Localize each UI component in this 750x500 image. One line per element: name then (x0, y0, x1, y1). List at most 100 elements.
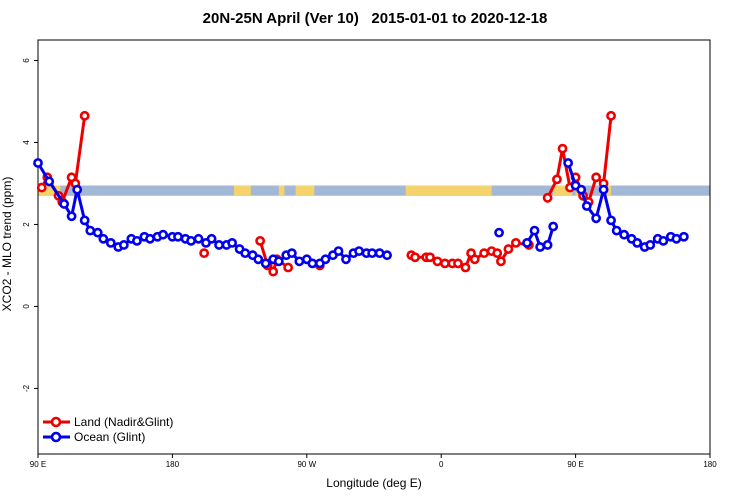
x-tick-label: 180 (703, 460, 717, 469)
data-point (145, 233, 155, 244)
data-point (193, 233, 204, 244)
data-point (105, 238, 116, 248)
series-ocean (33, 158, 689, 269)
data-point (206, 233, 217, 244)
data-point (253, 254, 264, 265)
data-point (591, 213, 602, 224)
data-point (158, 229, 168, 240)
data-point (658, 235, 669, 246)
y-tick-label: 4 (22, 140, 31, 145)
series-layer (33, 110, 689, 277)
plot-frame (37, 39, 711, 455)
data-point (186, 235, 196, 246)
data-point (535, 242, 546, 252)
y-tick-label: 6 (22, 58, 31, 63)
data-point (479, 248, 490, 259)
data-point (132, 235, 142, 246)
data-point (283, 262, 294, 273)
y-tick-label: 0 (22, 304, 31, 309)
data-point (92, 227, 103, 238)
data-point (199, 248, 210, 259)
data-point (85, 225, 96, 236)
data-point (382, 250, 392, 261)
data-point (59, 199, 70, 209)
data-point (552, 174, 562, 185)
data-point (79, 110, 90, 121)
map-band-ocean (38, 185, 710, 196)
y-axis-label: XCO2 - MLO trend (ppm) (0, 176, 14, 312)
map-band-land (278, 185, 285, 196)
data-point (606, 110, 616, 121)
data-point (492, 248, 503, 259)
data-point (33, 158, 43, 168)
data-point (671, 233, 682, 244)
data-point (98, 233, 109, 244)
data-point (273, 256, 284, 267)
data-point (367, 248, 378, 259)
data-point (341, 254, 351, 265)
legend-label: Land (Nadir&Glint) (74, 415, 173, 429)
data-point (410, 252, 420, 263)
data-point (591, 172, 602, 183)
x-axis-label: Longitude (deg E) (326, 476, 422, 490)
data-point (118, 240, 129, 250)
data-point (542, 192, 553, 203)
data-point (240, 248, 251, 259)
data-point (268, 266, 279, 277)
data-point (632, 238, 643, 248)
data-point (645, 240, 656, 250)
data-point (453, 258, 463, 269)
map-band-land (38, 185, 61, 196)
y-tick-label: 2 (22, 222, 31, 227)
data-point (598, 184, 609, 195)
data-point (214, 240, 224, 250)
legend-label: Ocean (Glint) (74, 430, 145, 444)
data-point (678, 231, 689, 242)
x-tick-label: 0 (439, 460, 444, 469)
x-tick-label: 90 W (297, 460, 316, 469)
axis-ticks: 90 E 180 90 W 0 90 E 180 -2 0 2 4 6 (22, 58, 717, 469)
data-point (255, 235, 266, 246)
data-point (432, 256, 443, 267)
map-band-land (295, 185, 315, 196)
legend: Land (Nadir&Glint)Ocean (Glint) (43, 415, 173, 444)
data-point (557, 143, 568, 154)
data-point (286, 248, 297, 259)
y-tick-label: -2 (22, 384, 31, 392)
legend-marker (50, 431, 62, 443)
data-point (66, 211, 77, 222)
data-point (374, 248, 385, 259)
data-point (79, 215, 90, 226)
data-point (294, 256, 305, 267)
data-point (581, 201, 592, 211)
map-band-land (405, 185, 492, 196)
data-point (542, 240, 553, 250)
data-point (548, 221, 559, 232)
data-point (510, 238, 521, 248)
data-point (563, 158, 574, 168)
x-tick-label: 90 E (30, 460, 46, 469)
chart-title: 20N-25N April (Ver 10) 2015-01-01 to 202… (202, 10, 548, 27)
data-point (320, 254, 331, 265)
data-point (460, 262, 471, 273)
map-band-land (553, 185, 572, 196)
data-point (440, 258, 450, 269)
data-point (619, 229, 630, 240)
data-point (333, 246, 344, 256)
data-point (611, 225, 622, 236)
data-point (496, 256, 506, 267)
data-point (354, 246, 364, 256)
data-point (260, 258, 271, 269)
data-point (307, 258, 318, 269)
map-band (38, 185, 710, 196)
data-point (469, 254, 480, 265)
x-tick-label: 180 (166, 460, 180, 469)
map-band-land (234, 185, 251, 196)
data-point (36, 182, 47, 193)
data-point (425, 252, 435, 263)
data-point (44, 176, 55, 187)
data-point (529, 225, 540, 236)
data-point (494, 227, 504, 238)
data-point (173, 231, 183, 242)
